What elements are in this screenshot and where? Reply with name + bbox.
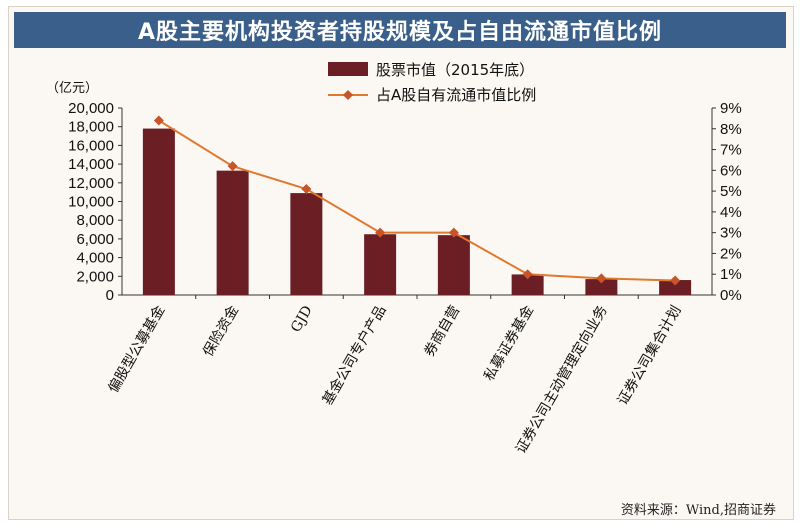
bar xyxy=(659,280,692,295)
left-tick-label: 16,000 xyxy=(68,137,114,154)
x-category-label: 私募证券基金 xyxy=(480,303,537,384)
left-tick-label: 4,000 xyxy=(76,250,114,267)
x-category-label: 证券公司集合计划 xyxy=(614,303,685,408)
line-marker xyxy=(522,269,533,280)
x-category-label: 偏股型公募基金 xyxy=(105,303,169,396)
x-category-label: 基金公司专户产品 xyxy=(319,303,390,408)
right-tick-label: 1% xyxy=(720,266,742,283)
x-category-label: 券商自营 xyxy=(421,303,463,359)
left-tick-label: 14,000 xyxy=(68,156,114,173)
line-marker xyxy=(448,227,459,238)
left-tick-label: 0 xyxy=(106,287,114,304)
line-marker xyxy=(153,115,164,126)
bar xyxy=(511,274,544,295)
right-tick-label: 4% xyxy=(720,204,742,221)
bar xyxy=(437,235,470,295)
bar xyxy=(142,128,175,295)
line-marker xyxy=(375,227,386,238)
bar xyxy=(290,193,323,295)
chart-title: A股主要机构投资者持股规模及占自由流通市值比例 xyxy=(14,12,786,48)
bar xyxy=(216,170,249,295)
right-tick-label: 7% xyxy=(720,142,742,159)
line-marker xyxy=(301,184,312,195)
bar xyxy=(585,279,618,295)
source-note: 资料来源：Wind,招商证券 xyxy=(620,503,776,518)
left-tick-label: 12,000 xyxy=(68,175,114,192)
x-category-label: 保险资金 xyxy=(200,303,242,359)
left-tick-label: 18,000 xyxy=(68,119,114,136)
ratio-line xyxy=(158,119,676,282)
legend-bar-label: 股票市值（2015年底） xyxy=(376,61,534,79)
chart-frame xyxy=(8,6,794,520)
legend-line-label: 占A股自有流通市值比例 xyxy=(376,86,536,104)
right-tick-label: 5% xyxy=(720,183,742,200)
legend-line-marker xyxy=(343,90,353,100)
left-tick-label: 20,000 xyxy=(68,100,114,117)
right-tick-label: 2% xyxy=(720,245,742,262)
line-marker xyxy=(670,275,681,286)
line-marker xyxy=(596,273,607,284)
right-tick-label: 3% xyxy=(720,225,742,242)
right-tick-label: 0% xyxy=(720,287,742,304)
right-tick-label: 9% xyxy=(720,100,742,117)
left-tick-label: 10,000 xyxy=(68,194,114,211)
left-axis-unit: （亿元） xyxy=(46,81,98,96)
right-tick-label: 8% xyxy=(720,121,742,138)
legend-bar-swatch xyxy=(328,62,368,76)
line-marker xyxy=(227,161,238,172)
left-tick-label: 8,000 xyxy=(76,212,114,229)
x-category-label: GJD xyxy=(288,303,316,335)
right-tick-label: 6% xyxy=(720,162,742,179)
bar xyxy=(364,234,397,295)
left-tick-label: 2,000 xyxy=(76,268,114,285)
left-tick-label: 6,000 xyxy=(76,231,114,248)
